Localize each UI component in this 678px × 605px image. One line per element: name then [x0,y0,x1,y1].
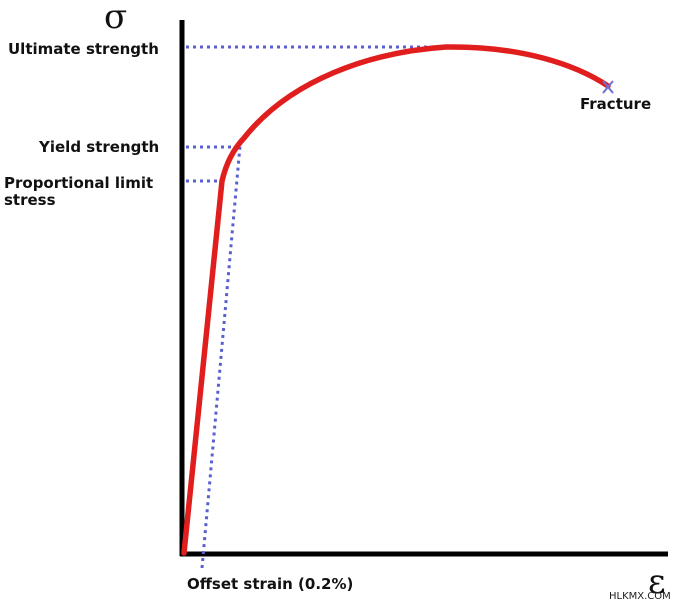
x-axis-symbol: ε [648,562,666,602]
watermark: HLKMX.COM [609,591,671,602]
offset-strain-label: Offset strain (0.2%) [187,575,353,593]
ultimate-strength-label: Ultimate strength [8,40,159,58]
proportional-limit-label: Proportional limit [4,174,153,192]
stress-strain-curve [181,44,611,556]
y-axis-symbol: σ [104,0,127,37]
fracture-label: Fracture [580,95,651,113]
proportional-limit-label-line2: stress [4,191,56,209]
offset-line [200,145,242,569]
guide-lines [186,45,446,569]
fracture-marker [602,80,614,94]
yield-strength-label: Yield strength [38,138,159,156]
